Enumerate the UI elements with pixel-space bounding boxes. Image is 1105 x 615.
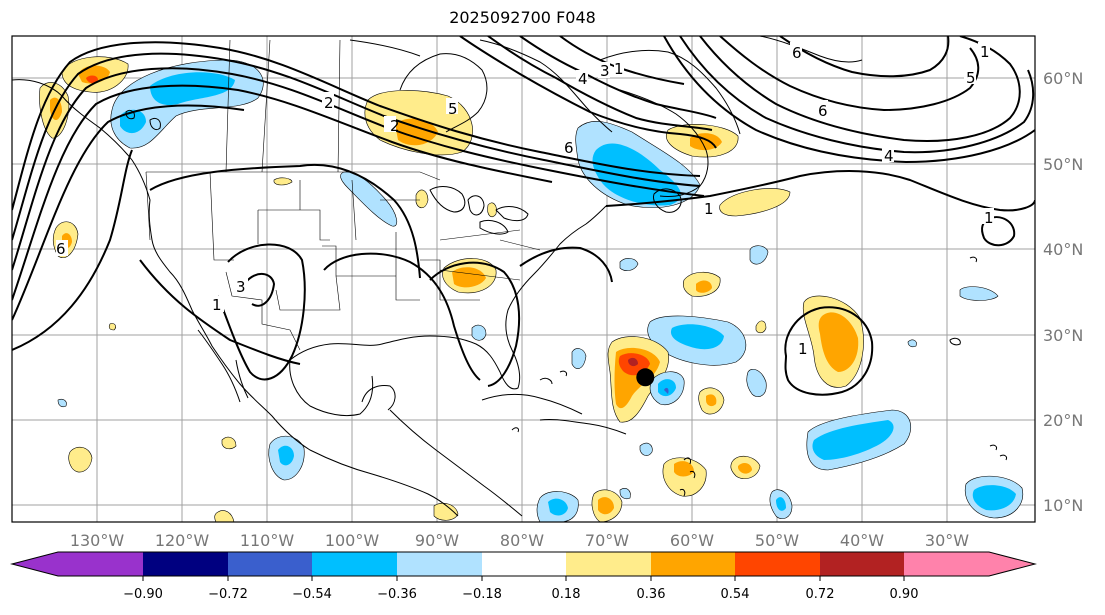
colorbar-tick: 0.90	[890, 587, 919, 602]
contour-label: 5	[448, 100, 458, 118]
contour-line	[12, 84, 553, 301]
map-title: 2025092700 F048	[449, 8, 596, 27]
colorbar-tick: 0.18	[552, 587, 581, 602]
lon-label: 60°W	[670, 531, 714, 550]
latitude-labels: 60°N 50°N 40°N 30°N 20°N 10°N	[1043, 69, 1083, 515]
longitude-labels: 130°W 120°W 110°W 100°W 90°W 80°W 70°W 6…	[70, 531, 969, 550]
positive-anomaly-area	[719, 188, 791, 217]
lat-label: 10°N	[1043, 496, 1083, 515]
contour-label: 1	[212, 296, 222, 314]
lon-label: 90°W	[415, 531, 459, 550]
storm-center-marker[interactable]	[636, 368, 655, 387]
colorbar-segment	[989, 552, 1035, 576]
contour-label: 6	[792, 44, 802, 62]
colorbar-segment	[228, 552, 312, 576]
contour-line	[663, 36, 1035, 164]
contour-label: 3	[600, 62, 610, 80]
graticule	[12, 36, 1035, 522]
colorbar-segment	[904, 552, 989, 576]
contour-label: 1	[798, 340, 808, 358]
colorbar-tick-labels: −0.90 −0.72 −0.54 −0.36 −0.18 0.18 0.36 …	[123, 576, 918, 602]
colorbar-segment	[566, 552, 651, 576]
lat-label: 50°N	[1043, 155, 1083, 174]
map-frame	[11, 35, 1036, 523]
colorbar-segment	[482, 552, 566, 576]
lon-label: 40°W	[840, 531, 884, 550]
colorbar-segment	[312, 552, 397, 576]
contour-label: 1	[704, 200, 714, 218]
colorbar-tick: −0.90	[123, 587, 163, 602]
contour-label: 1	[980, 43, 990, 61]
contour-line	[12, 149, 133, 351]
contour-line	[12, 67, 705, 271]
contour-lines	[12, 36, 1035, 396]
contour-line	[487, 36, 713, 131]
contour-label: 2	[390, 117, 400, 135]
colorbar-tick: 0.36	[637, 587, 666, 602]
contour-label: 4	[578, 70, 588, 88]
colorbar-tick: −0.72	[208, 587, 248, 602]
colorbar-segment	[820, 552, 904, 576]
negative-anomaly-area	[340, 171, 398, 227]
map-panel: 6 2 3 1 2 5 6 4 3 1 6	[11, 35, 1036, 523]
contour-line	[981, 216, 1016, 247]
contour-line	[605, 170, 1035, 212]
political-borders	[145, 39, 541, 351]
contour-line	[217, 243, 306, 381]
contour-label: 6	[818, 102, 828, 120]
colorbar-tick: −0.54	[292, 587, 332, 602]
lat-label: 40°N	[1043, 240, 1083, 259]
contour-line	[12, 104, 245, 321]
contour-line	[699, 36, 1021, 143]
contour-label: 2	[324, 94, 334, 112]
lon-label: 70°W	[585, 531, 629, 550]
contour-label: 4	[884, 147, 894, 165]
lon-label: 80°W	[500, 531, 544, 550]
anomaly-shading	[39, 56, 1024, 522]
coastlines	[12, 36, 1007, 517]
colorbar	[10, 551, 1037, 577]
contour-line	[519, 246, 613, 283]
contour-label: 6	[56, 240, 66, 258]
contour-line	[139, 259, 301, 365]
lon-label: 100°W	[325, 531, 380, 550]
colorbar-tick: 0.54	[721, 587, 750, 602]
lon-label: 130°W	[70, 531, 125, 550]
contour-label: 3	[236, 278, 246, 296]
lat-label: 30°N	[1043, 326, 1083, 345]
lon-label: 110°W	[240, 531, 295, 550]
contour-line	[429, 261, 521, 387]
lon-label: 120°W	[155, 531, 210, 550]
positive-anomaly-area	[662, 457, 707, 497]
contour-label: 1	[984, 209, 994, 227]
contour-line	[459, 36, 717, 149]
colorbar-segment	[58, 552, 143, 576]
lat-label: 20°N	[1043, 411, 1083, 430]
contour-line	[784, 306, 874, 396]
contour-line	[149, 163, 421, 279]
contour-label: 1	[614, 60, 624, 78]
contour-label: 6	[564, 139, 574, 157]
lon-label: 50°W	[755, 531, 799, 550]
colorbar-segment	[397, 552, 482, 576]
contour-line	[519, 36, 717, 119]
contour-line	[12, 52, 701, 241]
colorbar-segment	[651, 552, 735, 576]
contour-line	[12, 41, 701, 211]
lat-label: 60°N	[1043, 69, 1083, 88]
colorbar-tick: 0.72	[806, 587, 835, 602]
colorbar-tick: −0.18	[462, 587, 502, 602]
colorbar-segment	[735, 552, 820, 576]
contour-line	[779, 36, 950, 78]
contour-labels: 6 2 3 1 2 5 6 4 3 1 6	[56, 42, 994, 358]
colorbar-segment	[12, 552, 58, 576]
lon-label: 30°W	[925, 531, 969, 550]
contour-line	[323, 252, 481, 381]
colorbar-outline	[10, 551, 1037, 577]
contour-line	[245, 273, 276, 307]
contour-label: 5	[966, 69, 976, 87]
colorbar-tick: −0.36	[377, 587, 417, 602]
colorbar-segment	[143, 552, 228, 576]
